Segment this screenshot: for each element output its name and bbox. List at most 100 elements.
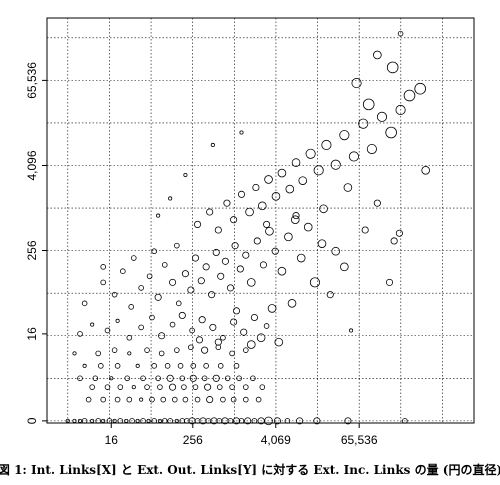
data-point (390, 237, 398, 245)
data-point (157, 384, 163, 390)
data-point (246, 340, 256, 349)
data-point (351, 78, 362, 89)
data-point (154, 293, 162, 301)
data-point (206, 208, 214, 216)
data-point (264, 416, 273, 426)
data-point (285, 184, 295, 194)
data-point (212, 248, 220, 257)
data-point (251, 418, 258, 424)
data-point (149, 396, 155, 403)
data-point (264, 175, 273, 184)
y-tick-label: 4,096 (25, 150, 39, 180)
data-point (263, 220, 271, 228)
data-point (290, 215, 300, 225)
data-point (414, 82, 427, 95)
y-tick-label: 16 (25, 327, 39, 341)
data-point (229, 350, 235, 357)
data-point (242, 384, 249, 390)
data-point (361, 226, 369, 234)
data-point (385, 126, 397, 139)
data-point (204, 383, 212, 391)
data-point (128, 304, 134, 310)
data-point (214, 338, 222, 346)
data-point (237, 190, 246, 198)
data-point (236, 265, 244, 273)
data-point (201, 346, 209, 354)
data-point (157, 418, 162, 423)
data-point (106, 418, 113, 424)
data-point (144, 384, 150, 390)
data-point (161, 262, 168, 268)
data-point (402, 418, 408, 424)
data-point (140, 375, 146, 382)
data-point (340, 262, 349, 272)
data-point (265, 226, 274, 236)
data-point (101, 418, 106, 423)
data-point (138, 324, 144, 331)
data-point (255, 396, 262, 403)
data-point (253, 237, 261, 245)
data-point (221, 257, 229, 265)
data-point (206, 396, 214, 404)
data-point (114, 363, 121, 369)
data-point (326, 291, 334, 299)
data-point (227, 418, 234, 424)
data-point (267, 304, 277, 313)
data-point (284, 418, 291, 424)
x-tick-label: 65,536 (341, 433, 378, 447)
data-point (111, 347, 118, 353)
data-point (250, 313, 258, 322)
data-point (313, 165, 324, 176)
data-point (81, 300, 88, 307)
data-point (167, 418, 173, 424)
data-point (343, 183, 353, 192)
data-point (77, 331, 83, 337)
data-point (236, 375, 242, 382)
data-point (169, 278, 177, 286)
data-point (140, 418, 146, 424)
data-point (117, 384, 124, 390)
data-point (217, 363, 224, 369)
data-point (274, 337, 284, 347)
data-point (77, 418, 83, 423)
data-point (194, 396, 201, 403)
data-point (171, 396, 178, 403)
data-point (259, 261, 267, 269)
data-point (130, 255, 137, 261)
data-point (421, 166, 430, 175)
data-point (189, 327, 195, 334)
data-point (190, 363, 197, 369)
data-point (386, 61, 399, 74)
data-point (313, 417, 321, 425)
data-point (149, 314, 155, 321)
data-point (201, 375, 208, 382)
data-point (292, 212, 300, 220)
data-point (131, 385, 136, 390)
data-point (339, 130, 350, 141)
data-point (177, 363, 184, 369)
data-point (242, 396, 249, 403)
data-point (191, 254, 200, 262)
data-point (317, 239, 327, 248)
data-point (305, 148, 316, 159)
data-point (309, 277, 320, 288)
data-point (124, 375, 131, 382)
data-point (89, 384, 95, 390)
data-point (215, 344, 222, 351)
data-point (291, 158, 301, 167)
data-point (395, 229, 403, 237)
data-point (397, 30, 404, 37)
data-point (197, 277, 205, 285)
data-point (277, 266, 287, 276)
data-point (126, 334, 133, 341)
data-point (331, 246, 341, 256)
data-point (129, 418, 135, 424)
data-point (385, 278, 394, 286)
figure-caption: 図 1: Int. Links[X] と Ext. Out. Links[Y] … (0, 462, 500, 477)
plot-frame (46, 17, 475, 424)
data-point (319, 204, 328, 214)
data-point (232, 417, 241, 425)
data-point (183, 173, 188, 178)
data-point (271, 192, 281, 201)
